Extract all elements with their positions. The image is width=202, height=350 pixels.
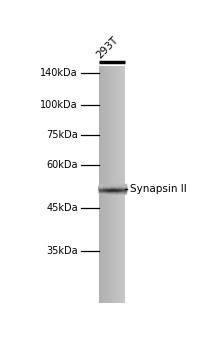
Text: 140kDa: 140kDa xyxy=(40,68,78,78)
Bar xyxy=(99,66,100,303)
Text: 45kDa: 45kDa xyxy=(46,203,78,213)
Bar xyxy=(115,66,116,303)
Bar xyxy=(116,66,117,303)
Bar xyxy=(121,66,122,303)
Bar xyxy=(113,66,114,303)
Text: 293T: 293T xyxy=(94,35,120,61)
Bar xyxy=(104,66,105,303)
Bar xyxy=(105,66,106,303)
Bar xyxy=(123,66,124,303)
Text: 60kDa: 60kDa xyxy=(46,160,78,170)
Bar xyxy=(100,66,101,303)
Bar xyxy=(101,66,102,303)
Bar xyxy=(124,66,125,303)
Bar xyxy=(117,66,118,303)
Bar xyxy=(118,66,119,303)
Bar xyxy=(122,66,123,303)
Text: 35kDa: 35kDa xyxy=(46,246,78,256)
Bar xyxy=(111,66,112,303)
Bar xyxy=(106,66,107,303)
Text: 100kDa: 100kDa xyxy=(40,100,78,110)
Bar xyxy=(108,66,109,303)
Bar xyxy=(109,66,110,303)
Bar xyxy=(119,66,120,303)
Bar xyxy=(110,66,111,303)
Bar xyxy=(99,66,125,303)
Bar xyxy=(102,66,103,303)
Bar xyxy=(107,66,108,303)
Text: Synapsin II: Synapsin II xyxy=(130,184,187,194)
Bar xyxy=(112,66,113,303)
Bar xyxy=(114,66,115,303)
Bar xyxy=(103,66,104,303)
Bar xyxy=(120,66,121,303)
Text: 75kDa: 75kDa xyxy=(46,130,78,140)
